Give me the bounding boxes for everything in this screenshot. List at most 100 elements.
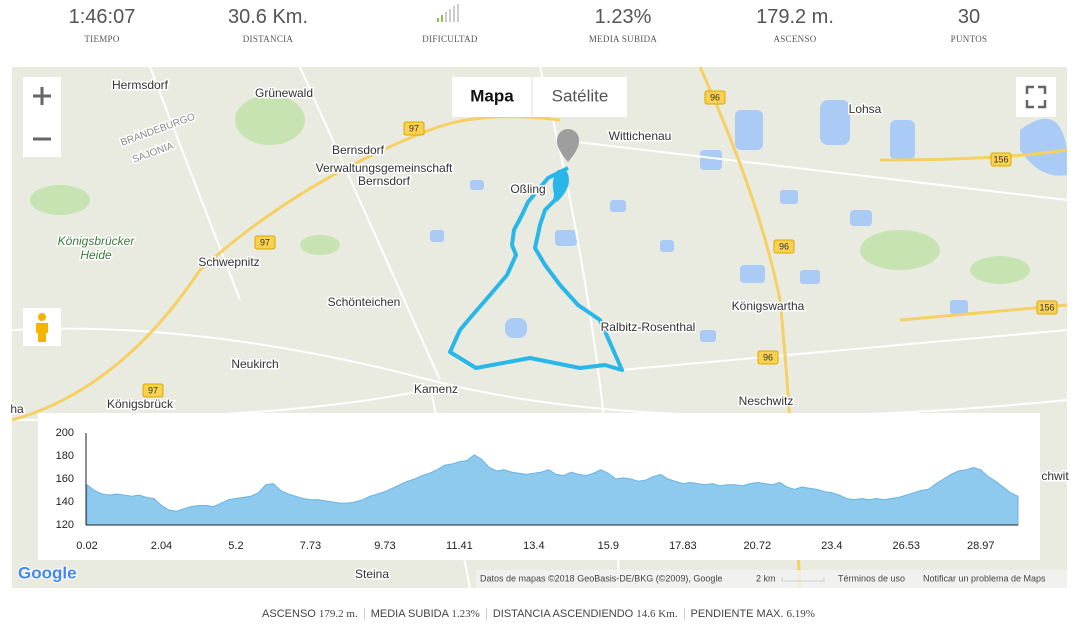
minor-roads xyxy=(11,66,1068,589)
route xyxy=(448,166,624,372)
x-tick-label: 0.02 xyxy=(76,540,97,552)
fullscreen-button[interactable] xyxy=(1016,77,1056,117)
summary-label: DISTANCIA ASCENDIENDO xyxy=(492,608,634,620)
stat: DIFICULTAD xyxy=(370,4,530,44)
place-label: Oßling xyxy=(510,182,545,196)
summary-item: MEDIA SUBIDA 1.23% xyxy=(363,608,486,620)
summary-value: 6.19% xyxy=(786,608,815,620)
place-label: Steina xyxy=(355,567,389,581)
place-label: Neukirch xyxy=(231,357,278,371)
report-link[interactable]: Notificar un problema de Maps xyxy=(923,573,1046,583)
summary-value: 1.23% xyxy=(451,608,480,620)
stat-label: PUNTOS xyxy=(950,34,988,44)
stat: 1.23% MEDIA SUBIDA xyxy=(543,4,703,44)
scale-label: 2 km xyxy=(756,573,776,583)
x-tick-label: 26.53 xyxy=(893,540,921,552)
green-areas xyxy=(30,95,1030,284)
road-number: 156 xyxy=(993,154,1008,164)
x-tick-label: 23.4 xyxy=(821,540,842,552)
stat-label: ASCENSO xyxy=(773,34,817,44)
stat: 30 PUNTOS xyxy=(889,4,1049,44)
place-label: Schwepnitz xyxy=(198,255,259,269)
x-tick-label: 11.41 xyxy=(446,540,473,552)
road-number: 96 xyxy=(763,352,773,362)
road-number: 97 xyxy=(409,123,419,133)
x-tick-label: 13.4 xyxy=(523,540,544,552)
map-type-button[interactable]: Satélite xyxy=(552,86,609,105)
google-logo: Google xyxy=(18,563,77,582)
elevation-area xyxy=(86,454,1019,526)
place-label: ha xyxy=(10,402,24,416)
road-number: 97 xyxy=(148,385,158,395)
end-marker xyxy=(556,129,580,162)
summary-item: DISTANCIA ASCENDIENDO 14.6 Km. xyxy=(485,608,684,620)
y-tick-label: 200 xyxy=(56,427,74,439)
map: HermsdorfGrünewaldBRANDEBURGOSAJONIAKöni… xyxy=(9,4,1071,589)
road-shield xyxy=(757,350,779,365)
x-tick-label: 20.72 xyxy=(744,540,772,552)
stat-label: DISTANCIA xyxy=(242,34,294,44)
road-shield xyxy=(254,235,276,250)
stat-value: 30.6 Km. xyxy=(227,6,309,28)
place-label: chwit xyxy=(1041,469,1069,483)
road-number: 96 xyxy=(710,92,720,102)
road-shield xyxy=(990,152,1012,167)
place-label: Königsbrücker xyxy=(58,234,136,248)
y-tick-label: 180 xyxy=(56,450,74,462)
summary-value: 14.6 Km. xyxy=(636,608,678,620)
place-label: Heide xyxy=(80,248,112,262)
x-tick-label: 5.2 xyxy=(228,540,243,552)
fullscreen-icon xyxy=(1025,85,1047,109)
stat-value: 179.2 m. xyxy=(756,6,834,28)
y-tick-label: 160 xyxy=(56,473,74,485)
x-tick-label: 7.73 xyxy=(300,540,321,552)
difficulty-icon xyxy=(437,4,459,22)
stat-value: 30 xyxy=(957,6,981,28)
y-tick-label: 120 xyxy=(56,519,74,531)
x-tick-label: 28.97 xyxy=(967,540,995,552)
terms-link[interactable]: Términos de uso xyxy=(838,573,905,583)
stat-label: DIFICULTAD xyxy=(422,34,478,44)
y-tick-label: 140 xyxy=(56,496,74,508)
place-label: Hermsdorf xyxy=(112,78,169,92)
map-type-button[interactable]: Mapa xyxy=(470,86,514,105)
summary-item: ASCENSO 179.2 m. xyxy=(256,608,364,620)
place-label: Grünewald xyxy=(255,86,313,100)
road-shield xyxy=(142,383,164,398)
place-label: Wittichenau xyxy=(609,129,672,143)
start-marker xyxy=(552,170,569,202)
attribution-bg xyxy=(476,570,1067,588)
stat-label: TIEMPO xyxy=(84,34,120,44)
attribution: Datos de mapas ©2018 GeoBasis-DE/BKG (©2… xyxy=(480,573,722,583)
pegman-icon xyxy=(36,313,48,342)
road-shield xyxy=(1036,300,1058,315)
road-number: 156 xyxy=(1039,302,1054,312)
road-shield xyxy=(403,121,425,136)
zoom-in[interactable] xyxy=(33,87,51,105)
place-label: Lohsa xyxy=(849,102,882,116)
x-tick-label: 9.73 xyxy=(374,540,395,552)
x-tick-label: 15.9 xyxy=(598,540,619,552)
summary-value: 179.2 m. xyxy=(318,608,358,620)
place-label: Ralbitz-Rosenthal xyxy=(601,320,696,334)
lakes xyxy=(430,100,1067,342)
road-number: 97 xyxy=(260,237,270,247)
stat-value: 1:46:07 xyxy=(68,6,136,28)
stat: 30.6 Km. DISTANCIA xyxy=(188,4,348,44)
place-label: Königsbrück xyxy=(107,397,174,411)
x-tick-label: 2.04 xyxy=(151,540,172,552)
summary-item: PENDIENTE MAX. 6.19% xyxy=(683,608,821,620)
map-type-control xyxy=(452,77,627,117)
stat: 1:46:07 TIEMPO xyxy=(22,4,182,44)
road-number: 96 xyxy=(779,241,789,251)
place-label: Bernsdorf xyxy=(332,143,385,157)
place-label: Kamenz xyxy=(414,382,458,396)
place-label: Schönteichen xyxy=(328,295,401,309)
summary-bar: ASCENSO 179.2 m. MEDIA SUBIDA 1.23% DISTAN… xyxy=(0,608,1077,620)
stat-value: 1.23% xyxy=(594,6,652,28)
stat-label: MEDIA SUBIDA xyxy=(588,34,658,44)
place-label: Neschwitz xyxy=(739,394,794,408)
road-shield xyxy=(704,90,726,105)
summary-label: MEDIA SUBIDA xyxy=(370,608,449,620)
x-tick-label: 17.83 xyxy=(669,540,697,552)
